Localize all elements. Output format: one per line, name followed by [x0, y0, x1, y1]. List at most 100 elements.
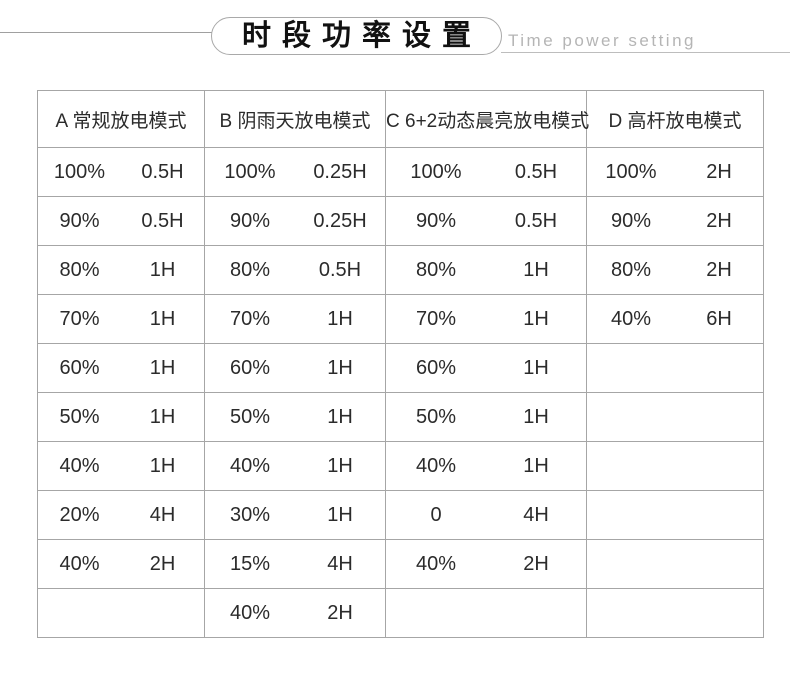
power-percent: 70% [59, 307, 100, 330]
table-cell: 90% 2H [586, 196, 764, 246]
duration-hours: 0.25H [313, 209, 367, 232]
table-cell [586, 343, 764, 393]
power-percent: 60% [229, 356, 271, 379]
duration-hours: 1H [523, 307, 549, 330]
duration-hours: 1H [149, 307, 176, 330]
duration-hours: 2H [706, 258, 732, 281]
table-cell [586, 539, 764, 589]
table-cell [385, 588, 587, 638]
duration-hours: 4H [523, 503, 549, 526]
duration-hours: 0.5H [514, 160, 558, 183]
duration-hours: 1H [149, 356, 176, 379]
duration-hours: 1H [327, 405, 353, 428]
table-row: 70% 1H 70% 1H 70% 1H 40% 6H [37, 294, 764, 344]
power-percent: 50% [59, 405, 100, 428]
table-cell: 100% 0.5H [385, 147, 587, 197]
duration-hours: 2H [327, 601, 353, 624]
duration-hours: 1H [149, 454, 176, 477]
page-subtitle: Time power setting [508, 31, 696, 50]
table-cell: 40% 2H [204, 588, 386, 638]
duration-hours: 0.25H [313, 160, 367, 183]
power-percent: 15% [229, 552, 271, 575]
power-percent: 80% [610, 258, 652, 281]
duration-hours: 1H [149, 405, 176, 428]
power-percent: 40% [610, 307, 652, 330]
table-cell: 40% 2H [385, 539, 587, 589]
power-percent: 100% [410, 160, 462, 183]
table-cell: 80% 2H [586, 245, 764, 295]
table-cell [586, 588, 764, 638]
duration-hours: 6H [706, 307, 732, 330]
power-percent: 40% [415, 552, 457, 575]
table-cell: 80% 0.5H [204, 245, 386, 295]
table-cell: 20% 4H [37, 490, 205, 540]
power-percent: 40% [59, 552, 100, 575]
table-cell: 40% 6H [586, 294, 764, 344]
table-cell: 60% 1H [204, 343, 386, 393]
power-percent: 80% [59, 258, 100, 281]
duration-hours: 1H [523, 405, 549, 428]
duration-hours: 1H [327, 454, 353, 477]
table-cell: 50% 1H [385, 392, 587, 442]
title-pill: 时段功率设置 [211, 17, 502, 55]
table-cell: 90% 0.5H [37, 196, 205, 246]
duration-hours: 1H [327, 503, 353, 526]
duration-hours: 1H [327, 307, 353, 330]
power-percent: 70% [415, 307, 457, 330]
power-percent: 50% [415, 405, 457, 428]
table-cell: 70% 1H [204, 294, 386, 344]
table-row: 40% 1H 40% 1H 40% 1H [37, 441, 764, 491]
table-cell: 100% 0.25H [204, 147, 386, 197]
table-cell: 80% 1H [385, 245, 587, 295]
header-line-left [0, 32, 214, 33]
power-percent: 80% [229, 258, 271, 281]
table-cell: 70% 1H [385, 294, 587, 344]
power-percent: 60% [59, 356, 100, 379]
table-row: 90% 0.5H 90% 0.25H 90% 0.5H 90% 2H [37, 196, 764, 246]
table-cell: 90% 0.5H [385, 196, 587, 246]
duration-hours: 1H [523, 454, 549, 477]
column-header: D 高杆放电模式 [586, 90, 764, 148]
power-percent: 90% [229, 209, 271, 232]
table-cell: 60% 1H [385, 343, 587, 393]
column-header: B 阴雨天放电模式 [204, 90, 386, 148]
power-percent: 100% [53, 160, 106, 183]
table-cell: 40% 1H [385, 441, 587, 491]
table-row: 50% 1H 50% 1H 50% 1H [37, 392, 764, 442]
table-cell: 30% 1H [204, 490, 386, 540]
power-percent: 40% [229, 601, 271, 624]
power-percent: 50% [229, 405, 271, 428]
table-cell: 100% 0.5H [37, 147, 205, 197]
duration-hours: 2H [523, 552, 549, 575]
duration-hours: 1H [523, 356, 549, 379]
table-cell: 50% 1H [37, 392, 205, 442]
column-header: A 常规放电模式 [37, 90, 205, 148]
duration-hours: 2H [149, 552, 176, 575]
power-percent: 70% [229, 307, 271, 330]
power-percent: 0 [430, 503, 442, 526]
power-percent: 60% [415, 356, 457, 379]
table-header-row: A 常规放电模式 B 阴雨天放电模式 C 6+2动态晨亮放电模式 D 高杆放电模式 [37, 90, 764, 148]
power-percent: 100% [224, 160, 276, 183]
table-row: 20% 4H 30% 1H 0 4H [37, 490, 764, 540]
power-percent: 30% [229, 503, 271, 526]
duration-hours: 0.5H [141, 209, 184, 232]
power-percent: 40% [59, 454, 100, 477]
table-row: 80% 1H 80% 0.5H 80% 1H 80% 2H [37, 245, 764, 295]
header-line-right [501, 52, 790, 53]
table-cell [586, 490, 764, 540]
duration-hours: 1H [149, 258, 176, 281]
duration-hours: 2H [706, 209, 732, 232]
table-cell: 40% 1H [37, 441, 205, 491]
table-cell: 0 4H [385, 490, 587, 540]
table-cell: 40% 1H [204, 441, 386, 491]
power-percent: 90% [610, 209, 652, 232]
power-percent: 90% [415, 209, 457, 232]
table-cell: 60% 1H [37, 343, 205, 393]
page-title: 时段功率设置 [241, 19, 482, 52]
duration-hours: 0.5H [141, 160, 184, 183]
column-header: C 6+2动态晨亮放电模式 [385, 90, 589, 148]
duration-hours: 0.5H [514, 209, 558, 232]
table-cell: 15% 4H [204, 539, 386, 589]
table-row: 40% 2H 15% 4H 40% 2H [37, 539, 764, 589]
